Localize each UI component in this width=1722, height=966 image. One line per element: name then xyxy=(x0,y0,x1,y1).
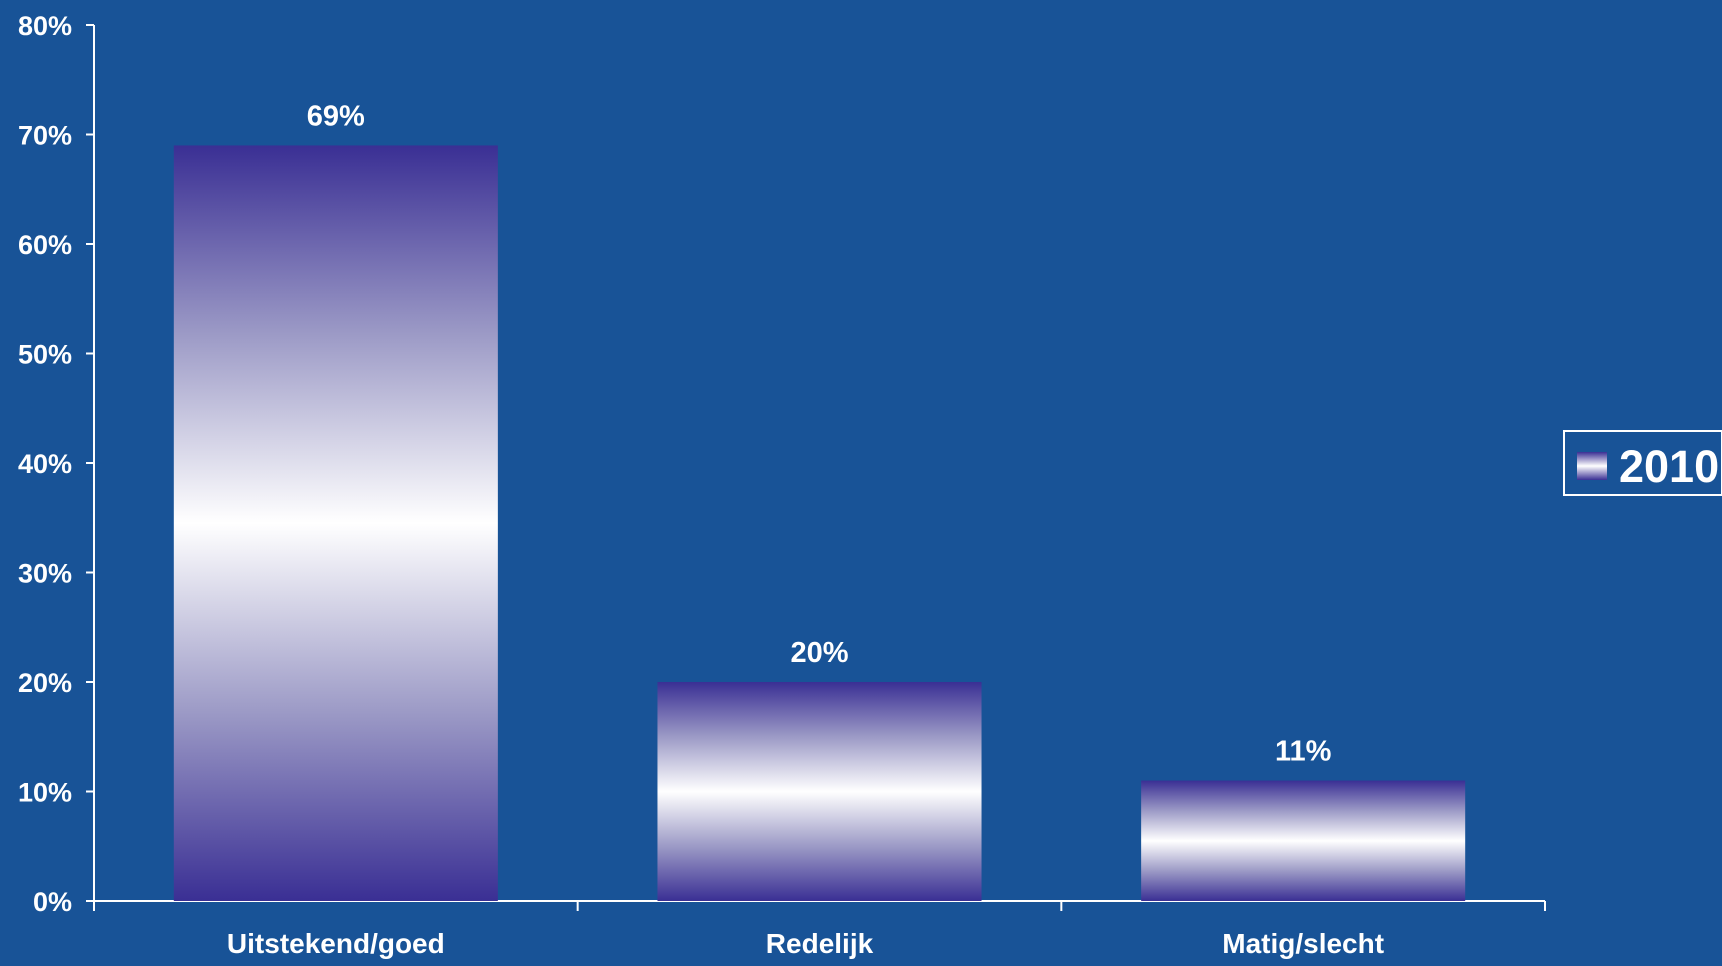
data-label: 11% xyxy=(1275,736,1332,768)
legend-box xyxy=(1563,430,1722,496)
data-label: 69% xyxy=(307,100,365,132)
y-tick-label: 80% xyxy=(18,11,72,41)
y-tick-label: 10% xyxy=(18,778,72,808)
y-tick-label: 20% xyxy=(18,668,72,698)
legend: 2010 xyxy=(1563,430,1722,496)
legend-swatch xyxy=(1577,452,1607,480)
labels: 69% Uitstekend/goed 20% Redelijk 11% Matig/sl… xyxy=(227,100,1384,959)
bars xyxy=(173,145,1466,901)
bar xyxy=(173,145,498,901)
data-label: 20% xyxy=(790,637,848,669)
bar xyxy=(1141,780,1466,901)
bar xyxy=(657,682,982,901)
y-tick-label: 40% xyxy=(18,449,72,479)
axes: 0% 10% 20% 30% 40% 50% 60% 70% 80% xyxy=(18,11,1546,917)
y-tick-label: 0% xyxy=(33,887,72,917)
legend-label: 2010 xyxy=(1619,441,1719,492)
y-tick-label: 50% xyxy=(18,340,72,370)
x-tick-label: Redelijk xyxy=(766,928,874,959)
y-tick-label: 70% xyxy=(18,121,72,151)
y-tick-label: 60% xyxy=(18,230,72,260)
x-tick-label: Matig/slecht xyxy=(1222,928,1384,959)
y-tick-label: 30% xyxy=(18,559,72,589)
x-tick-label: Uitstekend/goed xyxy=(227,928,445,959)
